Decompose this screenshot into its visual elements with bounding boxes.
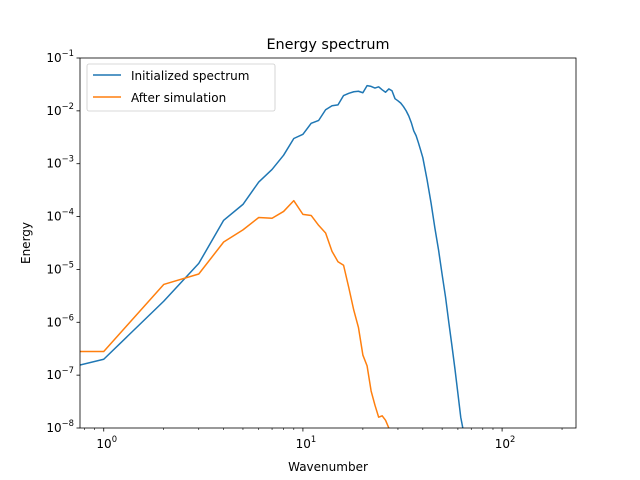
plot-area-background [80, 58, 576, 428]
x-tick-label: 100 [96, 434, 117, 451]
ticks-layer: 100 101 102 10−8 10−7 10−6 10−5 10−4 10−3 10−2 10−… [46, 48, 563, 451]
y-tick-label: 10−4 [46, 207, 74, 224]
y-tick-label: 10−8 [46, 418, 74, 435]
y-tick-label: 10−1 [46, 48, 74, 65]
x-tick-label: 101 [296, 434, 317, 451]
x-tick-label: 102 [495, 434, 516, 451]
series-line-after-simulation [80, 199, 390, 428]
series-line-initialized-spectrum [80, 84, 464, 428]
y-axis-label: Energy [19, 222, 33, 264]
y-tick-label: 10−3 [46, 154, 74, 171]
y-tick-label: 10−6 [46, 312, 74, 329]
legend: Initialized spectrum After simulation [86, 63, 276, 112]
legend-label-initialized: Initialized spectrum [131, 69, 249, 83]
plot-frame [79, 57, 577, 429]
chart-title: Energy spectrum [266, 37, 389, 53]
legend-label-after-simulation: After simulation [131, 91, 226, 105]
y-tick-label: 10−2 [46, 101, 74, 118]
y-tick-label: 10−7 [46, 365, 74, 382]
x-axis-label: Wavenumber [288, 460, 368, 474]
y-tick-label: 10−5 [46, 259, 74, 276]
legend-frame [86, 63, 276, 112]
series-layer [80, 84, 464, 428]
